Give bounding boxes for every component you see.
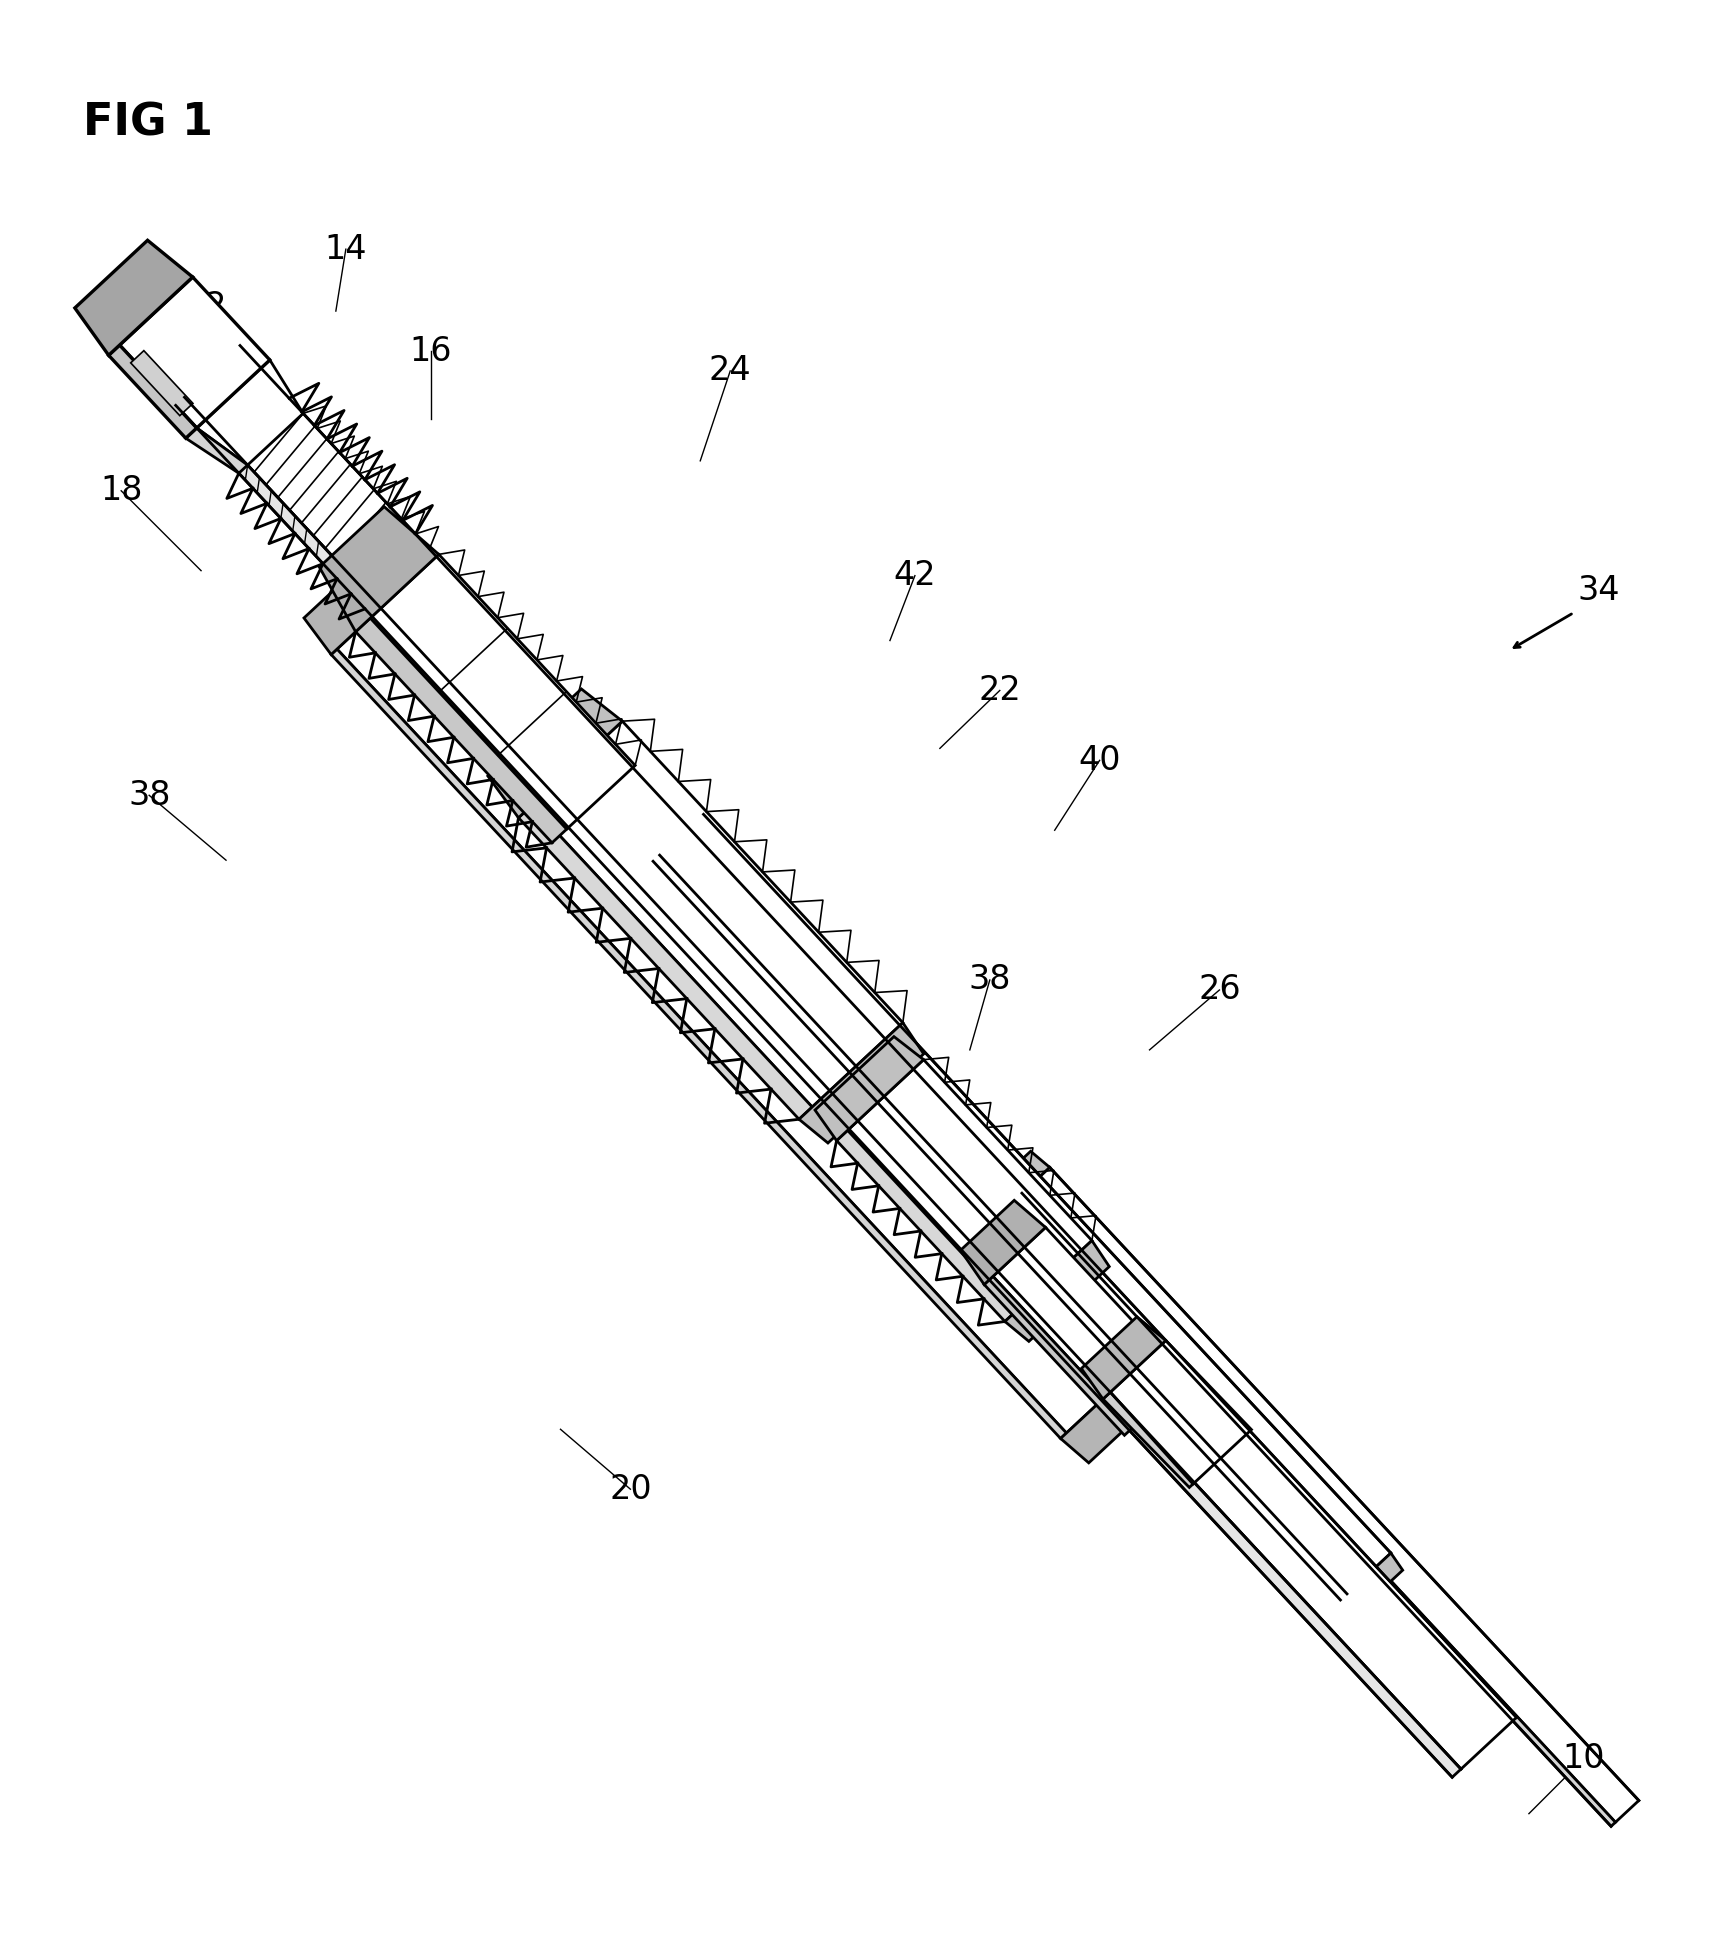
Polygon shape <box>960 1201 1046 1285</box>
Polygon shape <box>337 613 1105 1434</box>
Polygon shape <box>186 428 247 473</box>
Polygon shape <box>984 1277 1134 1435</box>
Polygon shape <box>185 346 1517 1769</box>
Polygon shape <box>12 217 1660 1953</box>
Polygon shape <box>837 1131 1017 1322</box>
Polygon shape <box>659 814 1391 1594</box>
Text: 38: 38 <box>128 779 171 812</box>
Text: 16: 16 <box>409 334 452 367</box>
Polygon shape <box>1027 1168 1638 1822</box>
Text: 40: 40 <box>1079 744 1120 777</box>
Polygon shape <box>74 240 193 355</box>
Text: 18: 18 <box>100 475 142 508</box>
Polygon shape <box>799 1023 923 1143</box>
Polygon shape <box>304 584 375 654</box>
Text: 42: 42 <box>894 559 935 592</box>
Polygon shape <box>109 346 197 437</box>
Text: 26: 26 <box>1198 973 1241 1006</box>
Polygon shape <box>1103 1392 1193 1488</box>
Text: 34: 34 <box>1578 574 1621 607</box>
Polygon shape <box>176 396 1460 1777</box>
Polygon shape <box>131 352 193 416</box>
Text: 38: 38 <box>968 963 1011 996</box>
Polygon shape <box>1082 1316 1165 1398</box>
Polygon shape <box>371 555 635 830</box>
Polygon shape <box>815 1037 923 1141</box>
Polygon shape <box>119 277 269 428</box>
Polygon shape <box>847 1060 1093 1310</box>
Polygon shape <box>1005 1240 1110 1342</box>
Polygon shape <box>1022 1189 1616 1826</box>
Text: 12: 12 <box>185 289 228 322</box>
Polygon shape <box>197 359 304 465</box>
Polygon shape <box>518 805 813 1119</box>
Text: 10: 10 <box>1562 1742 1605 1775</box>
Polygon shape <box>331 648 1067 1439</box>
Text: FIG 1: FIG 1 <box>83 102 214 145</box>
Polygon shape <box>652 855 1346 1600</box>
Polygon shape <box>488 689 623 818</box>
Polygon shape <box>635 795 704 861</box>
Polygon shape <box>992 1226 1186 1428</box>
Polygon shape <box>356 619 566 844</box>
Polygon shape <box>1110 1340 1251 1484</box>
Polygon shape <box>319 506 438 631</box>
Text: 20: 20 <box>609 1473 652 1506</box>
Text: 14: 14 <box>324 232 368 266</box>
Polygon shape <box>1008 1150 1049 1193</box>
Text: 24: 24 <box>709 355 751 387</box>
Polygon shape <box>1341 1553 1403 1613</box>
Text: 22: 22 <box>979 674 1022 707</box>
Polygon shape <box>532 721 903 1107</box>
Polygon shape <box>1060 1398 1127 1463</box>
